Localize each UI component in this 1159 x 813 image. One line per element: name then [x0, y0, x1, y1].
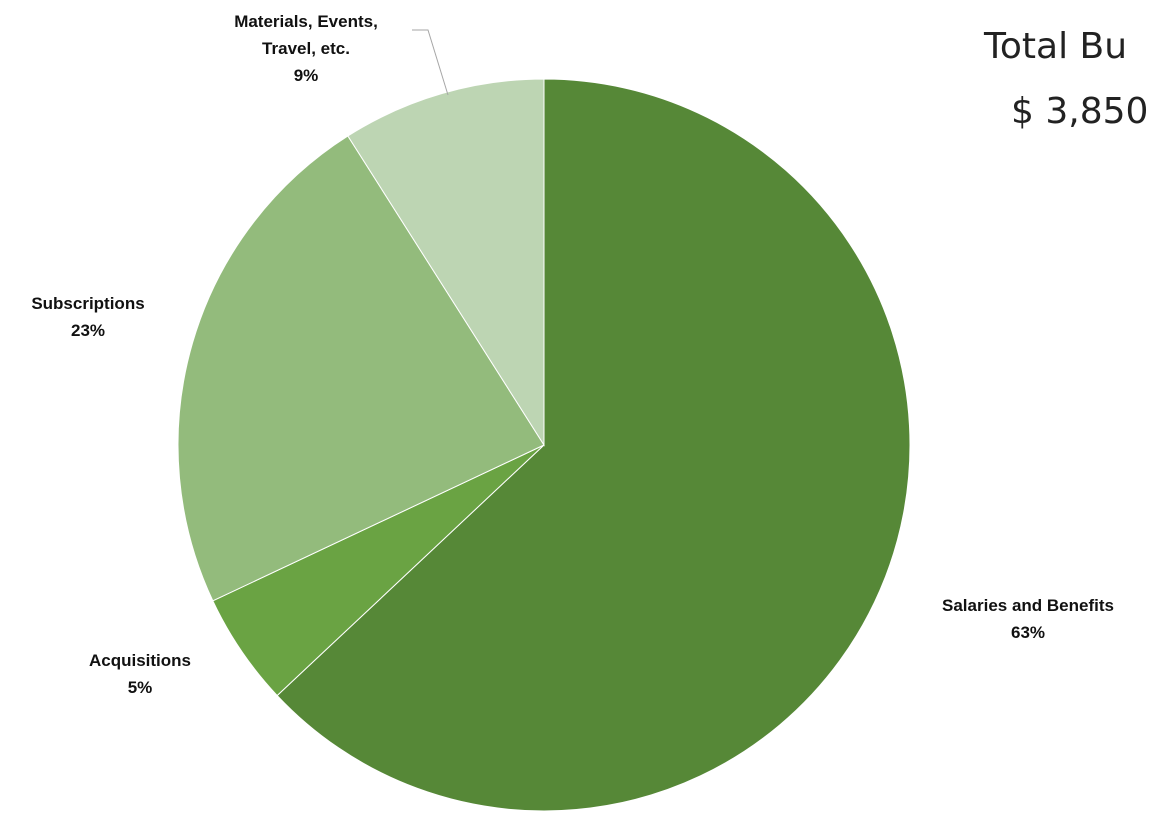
slice-label-3-line-1: Subscriptions: [31, 294, 144, 313]
pie-slice-1: [276, 78, 911, 812]
slice-label-4-line-1: Materials, Events,: [234, 12, 378, 31]
pie-slice-4: [347, 78, 545, 447]
chart-title: Total Bu: [983, 26, 1127, 67]
pie-slices: [177, 78, 911, 812]
slice-label-2-line-1: Acquisitions: [89, 651, 191, 670]
slice-value-label-3: 23%: [71, 321, 105, 340]
slice-labels: Salaries and Benefits 63% Acquisitions 5% Su…: [31, 12, 1114, 697]
slice-value-label-1: 63%: [1011, 623, 1045, 642]
slice-label-4-line-2: Travel, etc.: [262, 39, 350, 58]
chart-subtitle: $ 3,850: [1011, 91, 1148, 132]
leader-lines: [412, 29, 449, 96]
slice-value-label-2: 5%: [128, 678, 153, 697]
pie-slice-3: [177, 135, 545, 602]
slice-value-label-4: 9%: [294, 66, 319, 85]
slice-label-1-line-1: Salaries and Benefits: [942, 596, 1114, 615]
leader-line-4: [412, 29, 449, 96]
